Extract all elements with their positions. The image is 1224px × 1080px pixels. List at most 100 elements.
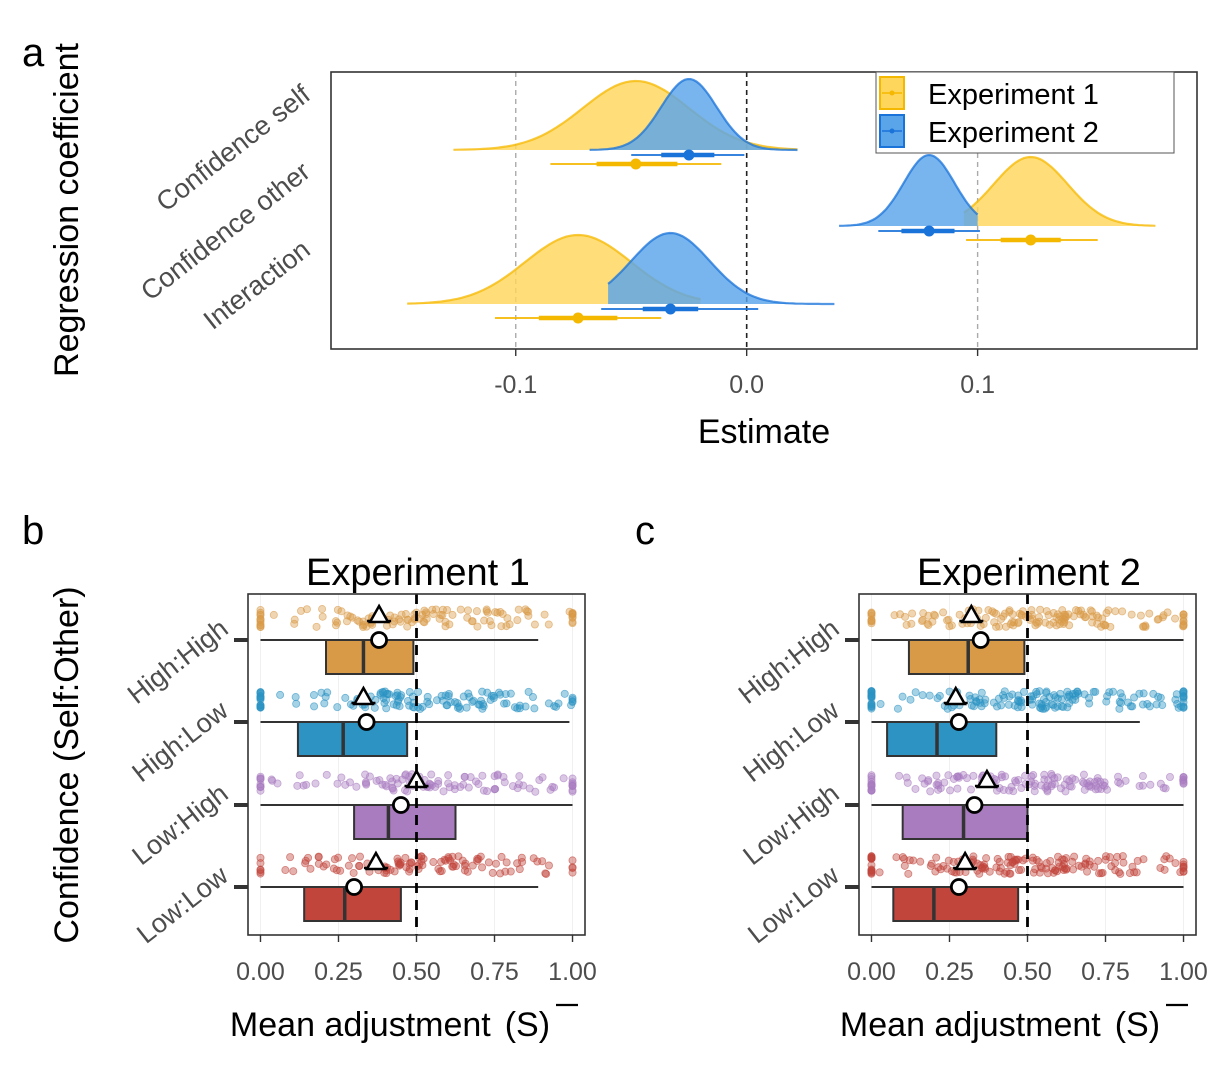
data-point <box>940 778 949 787</box>
data-point <box>1163 608 1172 617</box>
data-point <box>1113 852 1122 861</box>
median-point-interaction <box>572 312 584 324</box>
data-point <box>999 612 1008 621</box>
panel-c-x-axis-label: Mean adjustment (S) <box>840 1006 1160 1044</box>
data-point <box>381 687 390 696</box>
data-point <box>947 867 956 876</box>
data-point <box>568 856 577 865</box>
data-point <box>333 703 342 712</box>
median-point-confidence-self <box>683 149 695 161</box>
data-point <box>1179 610 1188 619</box>
data-point <box>508 782 517 791</box>
data-point <box>482 787 491 796</box>
data-point <box>982 854 991 863</box>
data-point <box>876 699 885 708</box>
data-point <box>1058 702 1067 711</box>
data-point <box>568 693 577 702</box>
data-point <box>525 784 534 793</box>
data-point <box>499 772 508 781</box>
data-point <box>529 854 538 863</box>
data-point <box>482 607 491 616</box>
data-point <box>1017 696 1026 705</box>
data-point <box>1017 865 1026 874</box>
data-point <box>472 607 481 616</box>
data-point <box>918 691 927 700</box>
triangle-marker-high-high <box>367 603 391 624</box>
data-point <box>1004 852 1013 861</box>
legend-key-dot <box>889 128 895 134</box>
data-point <box>318 605 327 614</box>
data-point <box>568 612 577 621</box>
data-point <box>1179 691 1188 700</box>
data-point <box>505 620 514 629</box>
data-point <box>348 613 357 622</box>
data-point <box>503 614 512 623</box>
data-point <box>502 858 511 867</box>
data-point <box>1097 869 1106 878</box>
category-low-low <box>867 850 1188 922</box>
legend-box <box>875 71 1175 154</box>
data-point <box>448 852 457 861</box>
x-tick-label: 0.75 <box>1081 958 1130 986</box>
data-point <box>372 776 381 785</box>
data-point <box>955 610 964 619</box>
data-point <box>1116 689 1125 698</box>
data-point <box>946 786 955 795</box>
data-point <box>448 610 457 619</box>
data-point <box>953 772 962 781</box>
data-point <box>1130 693 1139 702</box>
data-point <box>905 856 914 865</box>
data-point <box>450 781 459 790</box>
data-point <box>297 606 306 615</box>
data-point <box>256 615 265 624</box>
data-point <box>1034 858 1043 867</box>
data-point <box>994 694 1003 703</box>
data-point <box>506 867 515 876</box>
data-point <box>256 772 265 781</box>
data-point <box>1138 700 1147 709</box>
data-point <box>895 771 904 780</box>
data-point <box>995 867 1004 876</box>
data-point <box>256 774 265 783</box>
data-point <box>867 772 876 781</box>
data-point <box>1138 772 1147 781</box>
data-point <box>256 694 265 703</box>
data-point <box>314 853 323 862</box>
data-point <box>501 690 510 699</box>
data-point <box>1068 774 1077 783</box>
data-point <box>567 701 576 710</box>
panel-b-title: Experiment 1 <box>306 552 530 594</box>
data-point <box>502 699 511 708</box>
data-point <box>1156 779 1165 788</box>
data-point <box>1036 605 1045 614</box>
data-point <box>932 853 941 862</box>
data-point <box>1048 771 1057 780</box>
data-point <box>907 619 916 628</box>
data-point <box>1071 695 1080 704</box>
data-point <box>967 785 976 794</box>
data-point <box>1005 786 1014 795</box>
data-point <box>1083 867 1092 876</box>
data-point <box>1159 611 1168 620</box>
data-point <box>392 701 401 710</box>
data-point <box>403 696 412 705</box>
data-point <box>456 605 465 614</box>
data-point <box>867 704 876 713</box>
data-point <box>1139 855 1148 864</box>
data-point <box>1179 689 1188 698</box>
median-point-confidence-other <box>1025 234 1037 246</box>
data-point <box>1077 862 1086 871</box>
data-point <box>286 853 295 862</box>
data-point <box>395 702 404 711</box>
data-point <box>538 773 547 782</box>
data-point <box>381 780 390 789</box>
data-point <box>1145 609 1154 618</box>
data-point <box>990 618 999 627</box>
data-point <box>1005 607 1014 616</box>
data-point <box>867 692 876 701</box>
data-point <box>434 779 443 788</box>
data-point <box>1065 699 1074 708</box>
data-point <box>1109 687 1118 696</box>
data-point <box>930 610 939 619</box>
